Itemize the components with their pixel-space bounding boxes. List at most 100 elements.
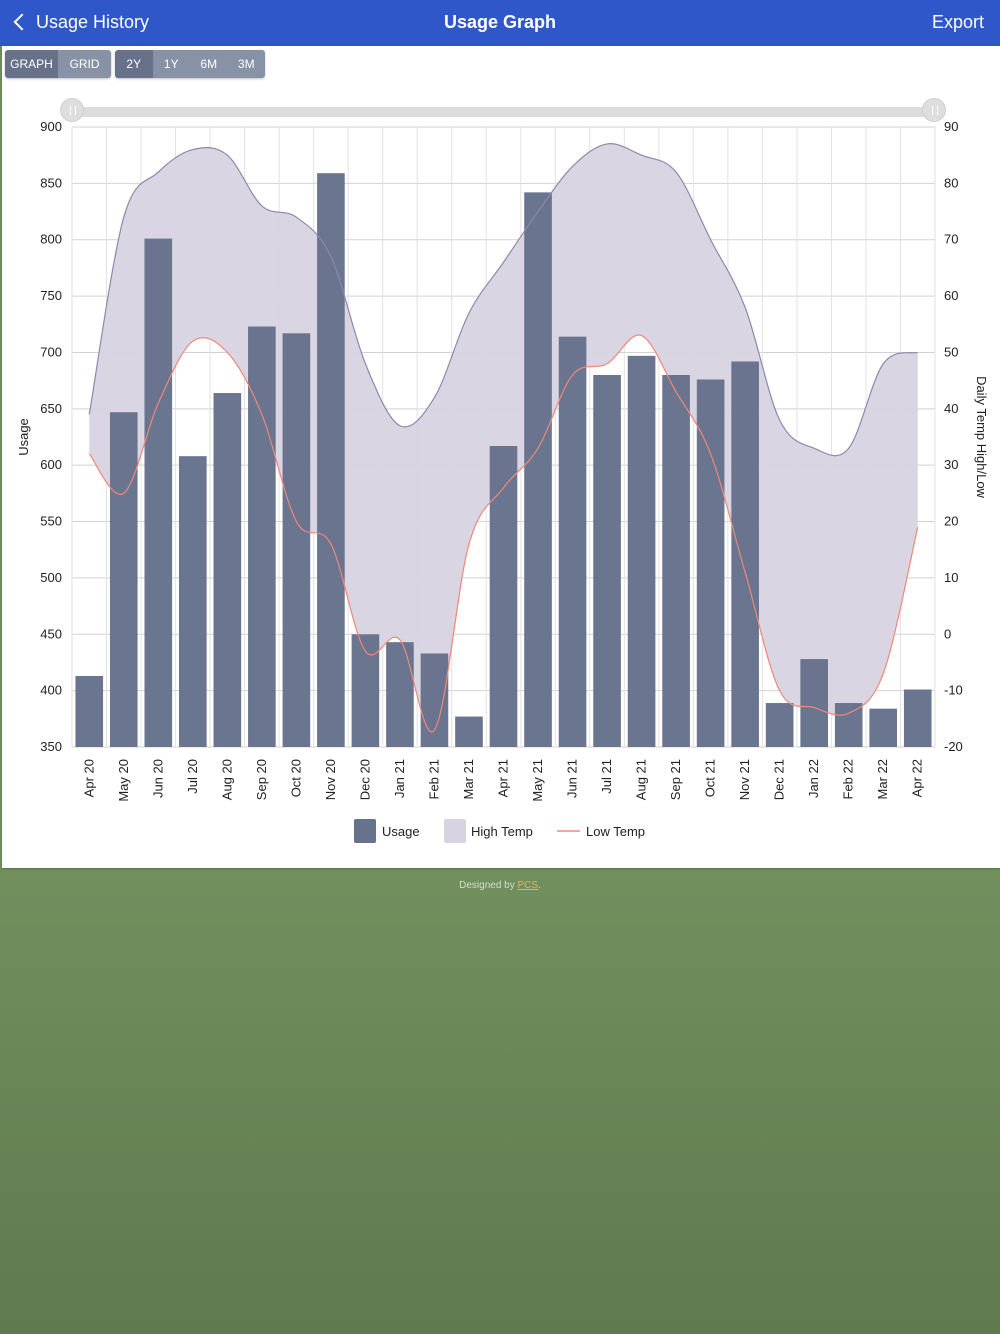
range-slider-start-handle[interactable] [60,98,84,122]
high-temp-area [89,143,918,732]
graph-view-button[interactable]: GRAPH [5,50,58,78]
x-tick-label: Oct 21 [703,759,718,797]
x-tick-label: Jul 20 [185,759,200,794]
x-tick-label: Feb 22 [841,759,856,799]
range-toggle: 2Y 1Y 6M 3M [115,50,265,78]
y-tick-label: 650 [40,401,62,416]
chart-card: GRAPH GRID 2Y 1Y 6M 3M 350 400 450 500 550 60… [2,46,1000,868]
x-tick-label: Apr 20 [81,759,96,797]
pcs-link[interactable]: PCS [517,880,539,891]
usage-bar [179,456,207,747]
legend-usage-swatch [354,819,376,843]
usage-bar [800,659,828,747]
y-tick-label: 600 [40,457,62,472]
x-tick-label: Mar 21 [461,759,476,799]
x-tick-label: Aug 21 [634,759,649,800]
y2-axis-title: Daily Temp High/Low [974,376,989,498]
x-tick-label: Dec 20 [357,759,372,800]
usage-bar [696,379,725,747]
back-label: Usage History [36,11,150,32]
x-tick-label: May 20 [116,759,131,802]
usage-bar [903,689,932,747]
y-axis-title: Usage [16,418,31,456]
usage-bar [213,393,242,747]
footer: Designed by PCS. [0,880,1000,891]
range-6m-button[interactable]: 6M [190,50,228,78]
x-tick-label: Mar 22 [875,759,890,799]
y2-tick-label: 50 [944,344,958,359]
x-tick-label: Jun 20 [150,759,165,798]
usage-bar [248,326,276,747]
legend-low-temp-label: Low Temp [586,824,645,839]
footer-suffix: . [538,880,541,891]
x-tick-label: Nov 21 [737,759,752,800]
x-tick-label: Feb 21 [426,759,441,799]
range-1y-button[interactable]: 1Y [152,50,190,78]
y2-tick-label: 60 [944,288,958,303]
y-tick-label: 750 [40,288,62,303]
usage-bar [524,192,552,747]
usage-bar [317,173,345,747]
back-button[interactable]: Usage History [12,0,149,44]
y-tick-label: 800 [40,232,62,247]
usage-bar [627,355,656,747]
usage-bar [731,361,759,747]
x-tick-label: May 21 [530,759,545,802]
y-tick-label: 400 [40,683,62,698]
y-tick-label: 450 [40,626,62,641]
x-tick-label: Jun 21 [565,759,580,798]
x-tick-label: Dec 21 [772,759,787,800]
x-tick-label: Jan 21 [392,759,407,798]
y2-tick-label: 30 [944,457,958,472]
usage-bar [869,708,898,747]
usage-bar [386,642,414,747]
y2-tick-label: 90 [944,119,958,134]
footer-prefix: Designed by [459,880,518,891]
y-tick-label: 900 [40,119,62,134]
y2-tick-label: 20 [944,514,958,529]
y-tick-label: 350 [40,739,62,754]
x-tick-label: Jul 21 [599,759,614,794]
x-tick-label: Sep 20 [254,759,269,800]
page-title: Usage Graph [443,12,557,32]
usage-bar [282,333,311,747]
usage-bar [455,716,483,747]
legend-usage-label: Usage [382,824,420,839]
legend-high-temp-swatch [444,819,466,843]
navigation-bar: Usage History Usage Graph Export [0,0,1000,46]
low-temp-line [88,334,919,733]
high-temp-line [88,143,918,457]
y2-tick-label: 40 [944,401,958,416]
view-toggle: GRAPH GRID [5,50,111,78]
x-tick-label: Sep 21 [668,759,683,800]
y-tick-label: 550 [40,514,62,529]
usage-bar [420,653,449,747]
y2-tick-label: 80 [944,175,958,190]
usage-bar [834,703,863,747]
export-button[interactable]: Export [931,12,984,32]
y2-tick-label: -20 [944,739,963,754]
usage-bar [593,375,621,747]
grid-view-button[interactable]: GRID [58,50,111,78]
y2-tick-label: 70 [944,232,958,247]
y2-tick-label: 10 [944,570,958,585]
range-slider-end-handle[interactable] [922,98,946,122]
y2-tick-label: -10 [944,683,963,698]
usage-bar [75,675,104,747]
usage-bar [489,446,518,747]
legend-high-temp-label: High Temp [471,824,533,839]
x-tick-label: Aug 20 [219,759,234,800]
usage-chart: 350400450500550600650700750800850900-20-… [16,119,989,843]
usage-bar [144,238,173,747]
usage-bar [662,375,690,747]
x-tick-label: Jan 22 [806,759,821,798]
range-2y-button[interactable]: 2Y [115,50,153,78]
range-3m-button[interactable]: 3M [227,50,265,78]
x-tick-label: Apr 21 [496,759,511,797]
usage-bar [109,412,138,747]
usage-bar [558,336,587,747]
y-tick-label: 700 [40,344,62,359]
range-slider-track[interactable] [74,107,938,117]
y-tick-label: 500 [40,570,62,585]
x-tick-label: Nov 20 [323,759,338,800]
